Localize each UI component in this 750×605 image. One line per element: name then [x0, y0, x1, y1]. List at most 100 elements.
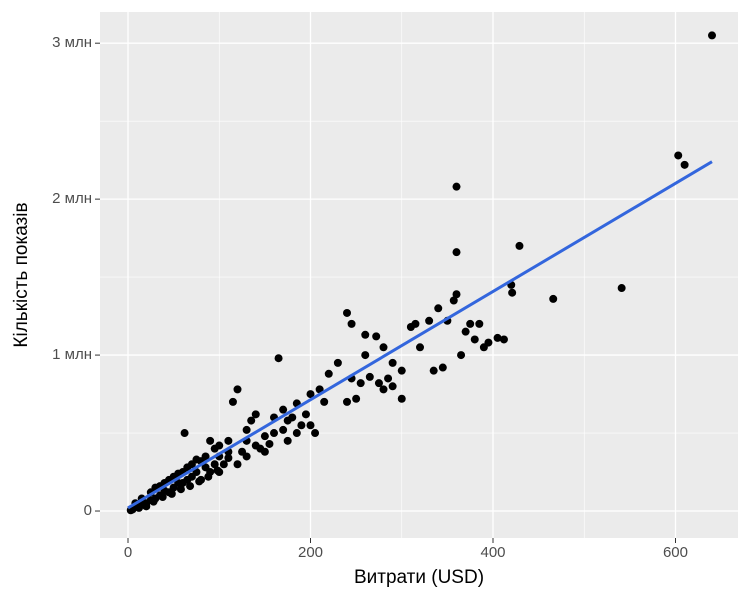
point [461, 327, 470, 336]
point [361, 330, 370, 339]
point [292, 429, 301, 438]
point [183, 463, 192, 472]
point [176, 485, 185, 494]
point [484, 338, 493, 347]
point [320, 397, 329, 406]
point [416, 343, 425, 352]
point [379, 343, 388, 352]
point [204, 472, 213, 481]
point [452, 182, 461, 191]
point [233, 385, 242, 394]
point [617, 284, 626, 293]
point [195, 477, 204, 486]
point [201, 452, 210, 461]
point [251, 410, 260, 419]
point [242, 452, 251, 461]
x-tick-label: 200 [298, 544, 323, 561]
point [434, 304, 443, 313]
point [384, 374, 393, 383]
y-tick-label: 0 [84, 502, 92, 519]
point [167, 489, 176, 498]
point [142, 502, 151, 511]
point [158, 492, 167, 501]
point [274, 354, 283, 363]
point [466, 319, 475, 328]
point [457, 351, 466, 360]
point [549, 294, 558, 303]
point [279, 425, 288, 434]
point [343, 397, 352, 406]
point [397, 366, 406, 375]
point [365, 372, 374, 381]
x-tick-label: 0 [124, 544, 132, 561]
point [452, 290, 461, 299]
point [397, 394, 406, 403]
point [149, 497, 158, 506]
point [283, 416, 292, 425]
point [224, 454, 233, 463]
y-tick-label: 1 млн [52, 346, 92, 363]
point [260, 432, 269, 441]
point [493, 333, 502, 342]
point [297, 421, 306, 430]
y-axis-label: Кількість показів [11, 202, 32, 347]
point [283, 436, 292, 445]
point [206, 436, 215, 445]
point [347, 319, 356, 328]
point [452, 248, 461, 257]
point [210, 444, 219, 453]
point [333, 358, 342, 367]
x-axis-label: Витрати (USD) [354, 567, 484, 588]
point [343, 308, 352, 317]
point [279, 405, 288, 414]
point [242, 425, 251, 434]
point [324, 369, 333, 378]
point [508, 288, 517, 297]
point [707, 31, 716, 40]
point [388, 382, 397, 391]
x-tick-label: 600 [663, 544, 688, 561]
point [186, 482, 195, 491]
point [213, 466, 222, 475]
point [306, 421, 315, 430]
x-tick-label: 400 [480, 544, 505, 561]
point [306, 390, 315, 399]
y-tick-label: 3 млн [52, 34, 92, 51]
point [372, 332, 381, 341]
point [219, 460, 228, 469]
trend-line [127, 160, 713, 510]
point [515, 241, 524, 250]
point [429, 366, 438, 375]
point [228, 397, 237, 406]
point [233, 460, 242, 469]
point [499, 335, 508, 344]
point [356, 379, 365, 388]
point [449, 296, 458, 305]
point [470, 335, 479, 344]
point [406, 323, 415, 332]
point [425, 316, 434, 325]
point [361, 351, 370, 360]
point [311, 429, 320, 438]
point [680, 160, 689, 169]
y-tick-label: 2 млн [52, 190, 92, 207]
point [180, 429, 189, 438]
point [388, 358, 397, 367]
point [301, 410, 310, 419]
point [192, 455, 201, 464]
point [224, 436, 233, 445]
point [210, 460, 219, 469]
point [260, 447, 269, 456]
point [674, 151, 683, 160]
point [247, 416, 256, 425]
point [265, 439, 274, 448]
point [475, 319, 484, 328]
point [374, 379, 383, 388]
panel [100, 12, 738, 538]
point [438, 363, 447, 372]
point [352, 394, 361, 403]
point [379, 385, 388, 394]
point [134, 503, 143, 512]
point [270, 429, 279, 438]
